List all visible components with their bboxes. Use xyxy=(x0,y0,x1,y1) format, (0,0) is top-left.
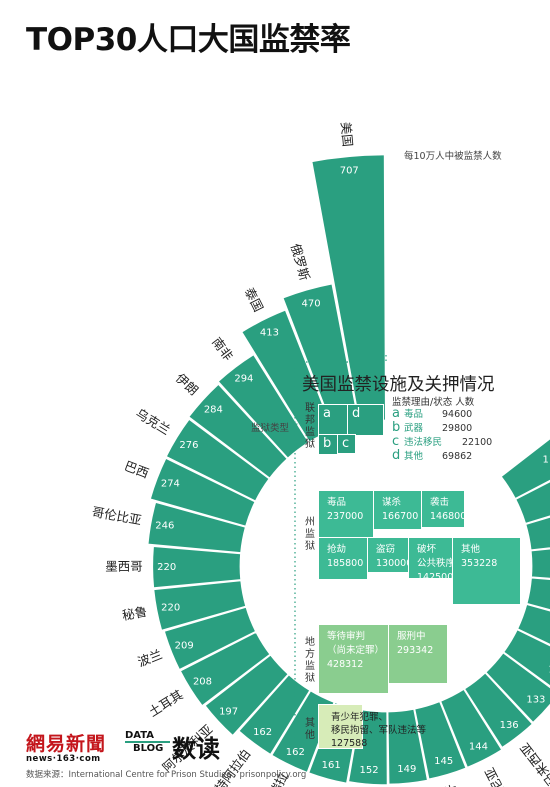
state-cell-public-order: 破坏 公共秩序 142500 xyxy=(408,537,455,583)
data-source: 数据来源：International Centre for Prison Stu… xyxy=(26,770,307,780)
bar-南非 xyxy=(217,354,309,459)
value-label: 118 xyxy=(543,454,550,465)
federal-label: 联邦监狱 xyxy=(305,403,315,450)
value-label: 152 xyxy=(359,765,378,776)
federal-cell-c: c xyxy=(337,434,356,454)
legend-item: a 毒品 94600 xyxy=(392,406,473,421)
value-label: 162 xyxy=(286,747,305,758)
bar-菲律宾 xyxy=(500,438,550,499)
value-label: 209 xyxy=(175,641,194,652)
bar-肯尼亚 xyxy=(525,516,550,551)
state-cell-murder: 谋杀 166700 xyxy=(373,490,422,530)
netease-logo: 網易新聞 xyxy=(26,733,107,755)
country-label: 美国 xyxy=(338,121,355,147)
state-label: 州监狱 xyxy=(305,517,315,552)
netease-url: news·163·com xyxy=(26,754,101,764)
country-label: 墨西哥 xyxy=(105,559,143,574)
value-label: 284 xyxy=(204,404,223,415)
bar-沙特阿拉伯 xyxy=(238,674,311,755)
value-label: 413 xyxy=(260,328,279,339)
value-label: 220 xyxy=(161,602,180,613)
other-label: 其他 xyxy=(305,718,315,741)
legend-item: b 武器 29800 xyxy=(392,420,473,435)
state-cell-burglary: 盗窃 130000 xyxy=(367,537,412,573)
legend-header: 监禁理由/状态 人数 xyxy=(392,397,475,408)
bar-中国 xyxy=(526,577,550,610)
value-label: 162 xyxy=(253,727,272,738)
value-label: 144 xyxy=(469,742,488,753)
bar-英国 xyxy=(517,604,550,645)
bar-加拿大 xyxy=(515,481,550,524)
bar-阿尔及利亚 xyxy=(204,654,289,736)
unit-note: 每10万人中被监禁人数 xyxy=(404,151,502,162)
value-label: 220 xyxy=(157,562,176,573)
prison-type-label: 监狱类型 xyxy=(251,423,290,434)
bar-缅甸 xyxy=(530,548,550,579)
state-cell-assault: 袭击 146800 xyxy=(421,490,466,528)
value-label: 276 xyxy=(179,440,198,451)
bar-泰国 xyxy=(241,309,334,443)
bar-伊朗 xyxy=(188,383,288,479)
bar-土耳其 xyxy=(180,631,271,707)
bar-越南 xyxy=(387,708,428,785)
us-detail-title: 美国监禁设施及关押情况 xyxy=(302,375,495,395)
column-name: 数读 xyxy=(172,735,220,763)
bar-巴西 xyxy=(149,458,256,527)
bar-伊拉克 xyxy=(503,629,550,687)
federal-cell-b: b xyxy=(318,434,338,455)
value-label: 294 xyxy=(234,374,253,385)
state-cell-robbery: 抢劫 185800 xyxy=(318,537,368,580)
page-title: TOP30人口大国监禁率 xyxy=(26,22,351,58)
bar-西班牙 xyxy=(414,701,467,780)
state-cell-other: 其他 353228 xyxy=(452,537,521,605)
other-cell: 青少年犯罪、 移民拘留、军队违法等 127588 xyxy=(318,704,426,749)
value-label: 149 xyxy=(397,764,416,775)
local-cell-serving: 服刑中 293342 xyxy=(388,624,448,684)
bar-乌克兰 xyxy=(165,419,270,502)
local-cell-awaiting-trial: 等待审判 （尚未定罪） 428312 xyxy=(318,624,389,694)
bar-马来西亚 xyxy=(464,672,533,748)
value-label: 136 xyxy=(500,720,519,731)
state-cell-drugs: 毒品 237000 xyxy=(318,490,374,538)
value-label: 161 xyxy=(322,760,341,771)
value-label: 274 xyxy=(161,478,180,489)
legend-item: c 违法移民 22100 xyxy=(392,434,493,449)
country-label: 西班牙 xyxy=(442,782,467,787)
bar-波兰 xyxy=(164,606,256,670)
federal-cell-d: d xyxy=(347,404,384,436)
federal-cell-a: a xyxy=(318,404,348,435)
value-label: 197 xyxy=(219,707,238,718)
value-label: 133 xyxy=(526,694,545,705)
value-label: 246 xyxy=(155,521,174,532)
value-label: 133 xyxy=(548,664,550,675)
bar-哥伦比亚 xyxy=(147,502,246,553)
country-label: 秘鲁 xyxy=(121,604,148,623)
legend-item: d 其他 69862 xyxy=(392,448,473,463)
bar-秘鲁 xyxy=(153,580,247,631)
datablog-logo: DATA BLOG xyxy=(125,728,170,763)
bar-爱沙尼亚 xyxy=(440,689,503,768)
value-label: 208 xyxy=(193,676,212,687)
value-label: 145 xyxy=(434,756,453,767)
value-label: 470 xyxy=(302,298,321,309)
bar-墨西哥 xyxy=(152,546,242,589)
local-label: 地方监狱 xyxy=(305,637,315,684)
bar-澳大利亚 xyxy=(485,652,550,723)
value-label: 707 xyxy=(340,166,359,177)
